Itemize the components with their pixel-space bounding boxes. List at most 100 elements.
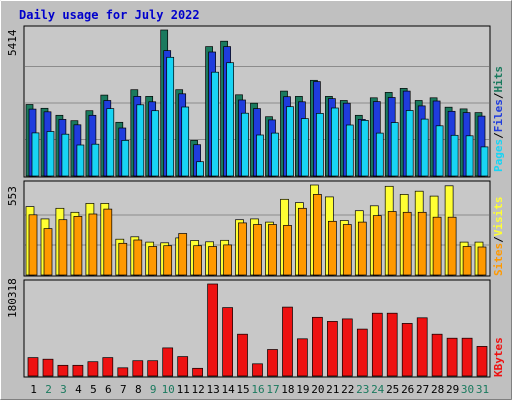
bar-sites-day-29 <box>447 216 457 276</box>
bar-pages-day-8 <box>136 104 145 177</box>
x-tick-label: 31 <box>476 383 489 396</box>
bar-sites-day-10 <box>163 245 173 276</box>
bar-pages-day-20 <box>316 113 324 177</box>
x-tick-label: 6 <box>105 383 112 396</box>
x-tick-label: 11 <box>177 383 190 396</box>
bar-sites-day-21 <box>328 220 337 276</box>
bar-pages-day-18 <box>286 106 294 177</box>
bar-sites-day-27 <box>417 211 427 276</box>
legend-entry: Files <box>492 99 505 132</box>
bar-pages-day-10 <box>166 56 175 177</box>
legend-sites-visits: Sites/Visits <box>492 197 505 277</box>
bar-kbytes-day-18 <box>282 306 293 377</box>
bar-sites-day-2 <box>43 228 53 276</box>
bar-sites-day-20 <box>313 194 322 276</box>
legend-entry: / <box>492 132 505 139</box>
bar-pages-day-11 <box>181 106 190 177</box>
bar-sites-day-24 <box>372 215 382 276</box>
x-tick-label: 28 <box>431 383 444 396</box>
bar-kbytes-day-7 <box>117 367 129 377</box>
ymax-label-hits: 5414 <box>6 29 19 56</box>
bar-pages-day-2 <box>46 131 55 177</box>
legend-entry: KBytes <box>492 337 505 377</box>
bar-pages-day-3 <box>61 133 70 177</box>
legend-entry: Hits <box>492 66 505 93</box>
x-tick-label: 4 <box>75 383 82 396</box>
legend-entry: Visits <box>492 197 505 237</box>
bar-pages-day-26 <box>405 110 414 177</box>
x-tick-label: 13 <box>206 383 219 396</box>
x-tick-label: 7 <box>120 383 127 396</box>
bar-sites-day-13 <box>208 246 217 276</box>
x-tick-label: 9 <box>150 383 157 396</box>
bar-pages-day-12 <box>196 161 204 177</box>
bar-kbytes-day-13 <box>207 283 218 377</box>
bar-kbytes-day-23 <box>356 328 368 377</box>
x-tick-label: 19 <box>296 383 309 396</box>
bar-kbytes-day-4 <box>72 364 84 377</box>
bar-kbytes-day-22 <box>341 318 353 377</box>
x-tick-label: 20 <box>311 383 324 396</box>
legend-pages-files-hits: Pages/Files/Hits <box>492 66 505 172</box>
bar-sites-day-9 <box>148 246 158 276</box>
bar-sites-day-16 <box>253 224 262 276</box>
x-tick-label: 2 <box>45 383 52 396</box>
bar-kbytes-day-27 <box>416 317 428 377</box>
bar-kbytes-day-1 <box>27 357 39 377</box>
bar-pages-day-29 <box>450 134 459 177</box>
bar-sites-day-6 <box>103 208 113 276</box>
x-tick-label: 23 <box>356 383 369 396</box>
bar-pages-day-13 <box>211 71 219 177</box>
x-tick-label: 15 <box>236 383 249 396</box>
bar-kbytes-day-20 <box>312 316 323 377</box>
bar-pages-day-19 <box>301 118 309 177</box>
bar-sites-day-7 <box>118 242 128 276</box>
x-tick-label: 10 <box>162 383 175 396</box>
bar-kbytes-day-9 <box>147 360 159 377</box>
bar-sites-day-31 <box>477 246 487 276</box>
bar-kbytes-day-16 <box>252 363 263 377</box>
bar-pages-day-27 <box>420 118 429 177</box>
bar-pages-day-4 <box>76 144 85 177</box>
bar-kbytes-day-30 <box>461 337 473 377</box>
bar-kbytes-day-17 <box>267 349 278 377</box>
bar-sites-day-8 <box>133 239 143 276</box>
legend-entry: Pages <box>492 139 505 172</box>
bar-kbytes-day-8 <box>132 360 144 377</box>
bar-pages-day-25 <box>390 122 399 177</box>
bar-pages-day-15 <box>241 112 249 177</box>
x-tick-label: 8 <box>135 383 142 396</box>
x-tick-label: 25 <box>386 383 399 396</box>
legend-entry: Sites <box>492 243 505 276</box>
bar-sites-day-26 <box>402 211 412 276</box>
bar-pages-day-28 <box>435 125 444 177</box>
ymax-label-kbytes: 180318 <box>6 278 19 318</box>
bar-sites-day-22 <box>342 224 352 276</box>
bar-pages-day-23 <box>360 120 369 177</box>
bar-pages-day-21 <box>331 107 339 177</box>
x-tick-label: 30 <box>461 383 474 396</box>
bar-sites-day-18 <box>283 225 292 276</box>
x-tick-label: 26 <box>401 383 414 396</box>
legend-entry: / <box>492 92 505 99</box>
bar-kbytes-day-10 <box>162 347 174 377</box>
bar-pages-day-16 <box>256 134 264 177</box>
bar-sites-day-30 <box>462 246 472 276</box>
bar-sites-day-12 <box>193 245 202 276</box>
legend-kbytes: KBytes <box>492 337 505 377</box>
bar-sites-day-14 <box>223 244 232 276</box>
x-tick-label: 5 <box>90 383 97 396</box>
bar-sites-day-25 <box>387 211 397 276</box>
legend-entry: / <box>492 236 505 243</box>
x-tick-label: 27 <box>416 383 429 396</box>
chart-title: Daily usage for July 2022 <box>19 8 200 22</box>
bar-sites-day-4 <box>73 216 83 276</box>
bar-kbytes-day-25 <box>386 312 398 377</box>
bar-sites-day-3 <box>58 219 68 276</box>
bar-kbytes-day-24 <box>371 312 383 377</box>
x-tick-label: 3 <box>60 383 67 396</box>
x-tick-label: 1 <box>30 383 37 396</box>
bar-pages-day-1 <box>31 132 40 177</box>
bar-pages-day-30 <box>465 135 474 177</box>
bar-sites-day-28 <box>432 216 442 276</box>
